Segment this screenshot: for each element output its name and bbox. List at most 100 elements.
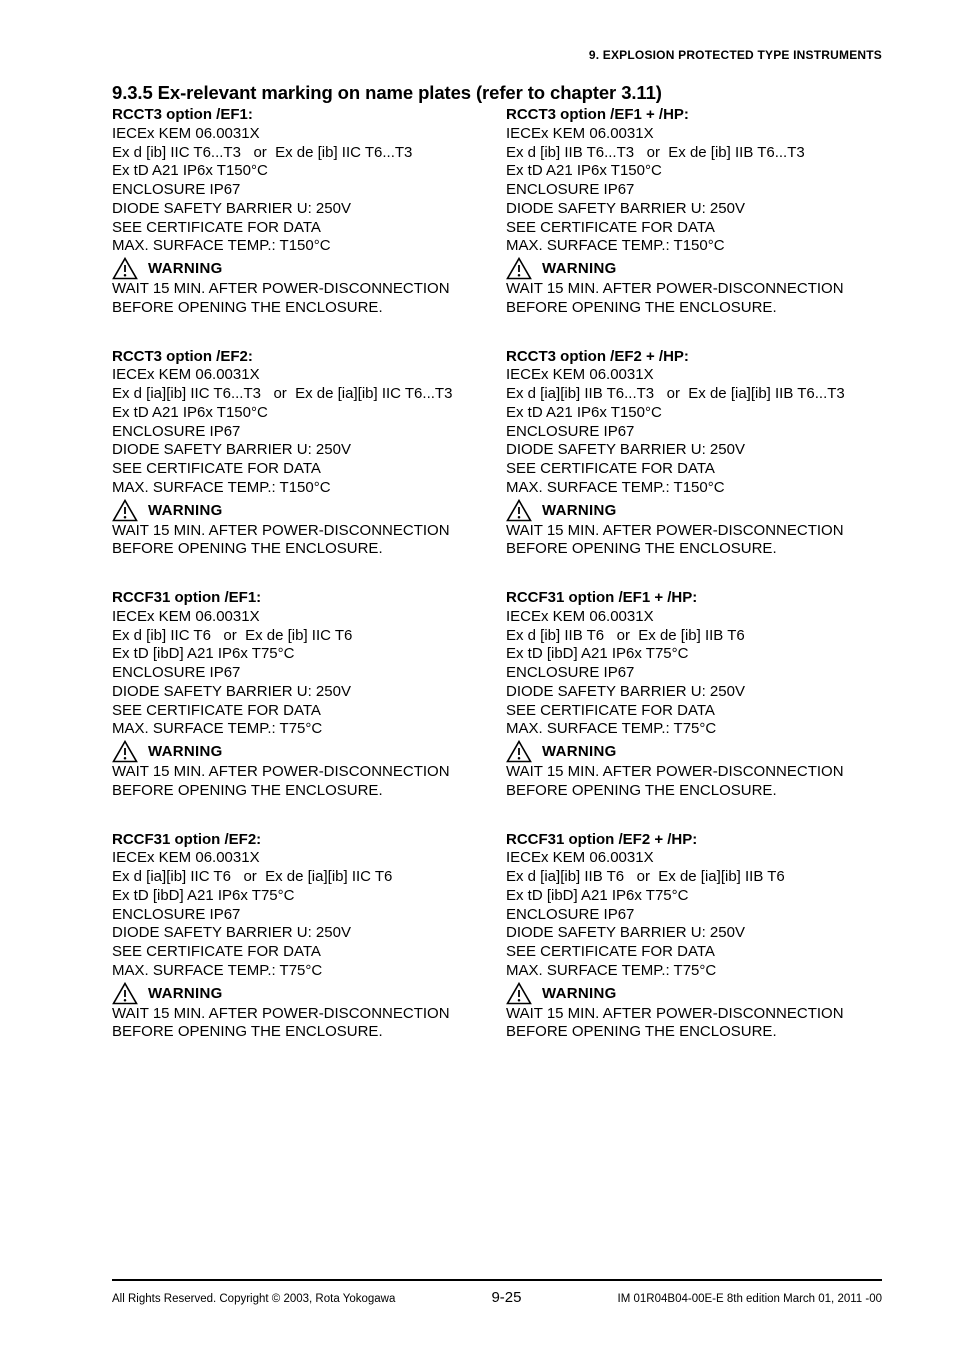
warning-text: BEFORE OPENING THE ENCLOSURE. bbox=[112, 540, 488, 559]
warning-triangle-icon bbox=[506, 740, 532, 763]
spec-line: MAX. SURFACE TEMP.: T150°C bbox=[112, 237, 488, 256]
warning-row: WARNING bbox=[112, 982, 488, 1005]
spec-line: SEE CERTIFICATE FOR DATA bbox=[112, 943, 488, 962]
warning-text: WAIT 15 MIN. AFTER POWER-DISCONNECTION bbox=[112, 280, 488, 299]
warning-label: WARNING bbox=[542, 985, 617, 1002]
spec-line: DIODE SAFETY BARRIER U: 250V bbox=[506, 683, 882, 702]
warning-triangle-icon bbox=[112, 740, 138, 763]
spec-line: IECEx KEM 06.0031X bbox=[112, 849, 488, 868]
spec-line: IECEx KEM 06.0031X bbox=[506, 125, 882, 144]
warning-text: WAIT 15 MIN. AFTER POWER-DISCONNECTION bbox=[112, 522, 488, 541]
warning-text: BEFORE OPENING THE ENCLOSURE. bbox=[506, 540, 882, 559]
spec-line: Ex tD [ibD] A21 IP6x T75°C bbox=[112, 887, 488, 906]
warning-label: WARNING bbox=[148, 743, 223, 760]
spec-line: Ex d [ia][ib] IIC T6 or Ex de [ia][ib] I… bbox=[112, 868, 488, 887]
warning-triangle-icon bbox=[506, 257, 532, 280]
footer-row: All Rights Reserved. Copyright © 2003, R… bbox=[112, 1289, 882, 1306]
warning-text: WAIT 15 MIN. AFTER POWER-DISCONNECTION bbox=[506, 280, 882, 299]
warning-label: WARNING bbox=[148, 502, 223, 519]
spec-line: SEE CERTIFICATE FOR DATA bbox=[506, 219, 882, 238]
spec-line: DIODE SAFETY BARRIER U: 250V bbox=[112, 683, 488, 702]
section-title: 9.3.5 Ex-relevant marking on name plates… bbox=[112, 82, 882, 104]
spec-line: SEE CERTIFICATE FOR DATA bbox=[112, 219, 488, 238]
spec-line: ENCLOSURE IP67 bbox=[506, 423, 882, 442]
warning-row: WARNING bbox=[506, 257, 882, 280]
footer-right: IM 01R04B04-00E-E 8th edition March 01, … bbox=[618, 1293, 882, 1305]
spec-line: IECEx KEM 06.0031X bbox=[506, 608, 882, 627]
warning-triangle-icon bbox=[506, 499, 532, 522]
spec-line: MAX. SURFACE TEMP.: T150°C bbox=[112, 479, 488, 498]
spec-line: ENCLOSURE IP67 bbox=[506, 181, 882, 200]
warning-row: WARNING bbox=[506, 982, 882, 1005]
spec-line: IECEx KEM 06.0031X bbox=[112, 366, 488, 385]
spec-line: IECEx KEM 06.0031X bbox=[506, 366, 882, 385]
warning-label: WARNING bbox=[148, 985, 223, 1002]
spec-line: SEE CERTIFICATE FOR DATA bbox=[112, 460, 488, 479]
spec-line: Ex tD A21 IP6x T150°C bbox=[506, 404, 882, 423]
spec-line: SEE CERTIFICATE FOR DATA bbox=[506, 943, 882, 962]
warning-triangle-icon bbox=[112, 257, 138, 280]
spec-line: IECEx KEM 06.0031X bbox=[112, 125, 488, 144]
marking-block: RCCT3 option /EF2:IECEx KEM 06.0031XEx d… bbox=[112, 348, 488, 560]
option-title: RCCF31 option /EF2: bbox=[112, 831, 488, 850]
spec-line: SEE CERTIFICATE FOR DATA bbox=[112, 702, 488, 721]
left-column: RCCT3 option /EF1:IECEx KEM 06.0031XEx d… bbox=[112, 106, 488, 1072]
option-title: RCCF31 option /EF1: bbox=[112, 589, 488, 608]
warning-text: WAIT 15 MIN. AFTER POWER-DISCONNECTION bbox=[506, 1005, 882, 1024]
warning-label: WARNING bbox=[148, 260, 223, 277]
warning-row: WARNING bbox=[112, 257, 488, 280]
spec-line: Ex d [ib] IIB T6...T3 or Ex de [ib] IIB … bbox=[506, 144, 882, 163]
spec-line: Ex tD [ibD] A21 IP6x T75°C bbox=[112, 645, 488, 664]
two-column-layout: RCCT3 option /EF1:IECEx KEM 06.0031XEx d… bbox=[112, 106, 882, 1072]
spec-line: MAX. SURFACE TEMP.: T75°C bbox=[506, 962, 882, 981]
spec-line: MAX. SURFACE TEMP.: T75°C bbox=[506, 720, 882, 739]
spec-line: MAX. SURFACE TEMP.: T150°C bbox=[506, 237, 882, 256]
right-column: RCCT3 option /EF1 + /HP:IECEx KEM 06.003… bbox=[506, 106, 882, 1072]
warning-row: WARNING bbox=[506, 740, 882, 763]
spec-line: DIODE SAFETY BARRIER U: 250V bbox=[506, 441, 882, 460]
spec-line: Ex d [ib] IIC T6 or Ex de [ib] IIC T6 bbox=[112, 627, 488, 646]
spec-line: Ex d [ib] IIC T6...T3 or Ex de [ib] IIC … bbox=[112, 144, 488, 163]
spec-line: SEE CERTIFICATE FOR DATA bbox=[506, 460, 882, 479]
spec-line: DIODE SAFETY BARRIER U: 250V bbox=[112, 441, 488, 460]
spec-line: Ex d [ia][ib] IIB T6...T3 or Ex de [ia][… bbox=[506, 385, 882, 404]
warning-text: WAIT 15 MIN. AFTER POWER-DISCONNECTION bbox=[506, 522, 882, 541]
spec-line: MAX. SURFACE TEMP.: T150°C bbox=[506, 479, 882, 498]
marking-block: RCCT3 option /EF1 + /HP:IECEx KEM 06.003… bbox=[506, 106, 882, 318]
spec-line: ENCLOSURE IP67 bbox=[112, 181, 488, 200]
warning-text: BEFORE OPENING THE ENCLOSURE. bbox=[112, 1023, 488, 1042]
marking-block: RCCT3 option /EF1:IECEx KEM 06.0031XEx d… bbox=[112, 106, 488, 318]
footer-rule bbox=[112, 1279, 882, 1281]
spec-line: Ex tD [ibD] A21 IP6x T75°C bbox=[506, 887, 882, 906]
option-title: RCCT3 option /EF1: bbox=[112, 106, 488, 125]
spec-line: Ex d [ib] IIB T6 or Ex de [ib] IIB T6 bbox=[506, 627, 882, 646]
spec-line: MAX. SURFACE TEMP.: T75°C bbox=[112, 720, 488, 739]
spec-line: ENCLOSURE IP67 bbox=[506, 906, 882, 925]
warning-text: BEFORE OPENING THE ENCLOSURE. bbox=[112, 299, 488, 318]
spec-line: DIODE SAFETY BARRIER U: 250V bbox=[112, 924, 488, 943]
warning-triangle-icon bbox=[112, 982, 138, 1005]
option-title: RCCT3 option /EF1 + /HP: bbox=[506, 106, 882, 125]
marking-block: RCCF31 option /EF2:IECEx KEM 06.0031XEx … bbox=[112, 831, 488, 1043]
marking-block: RCCT3 option /EF2 + /HP:IECEx KEM 06.003… bbox=[506, 348, 882, 560]
warning-label: WARNING bbox=[542, 260, 617, 277]
spec-line: Ex tD A21 IP6x T150°C bbox=[506, 162, 882, 181]
spec-line: DIODE SAFETY BARRIER U: 250V bbox=[112, 200, 488, 219]
spec-line: Ex d [ia][ib] IIC T6...T3 or Ex de [ia][… bbox=[112, 385, 488, 404]
spec-line: ENCLOSURE IP67 bbox=[112, 906, 488, 925]
option-title: RCCT3 option /EF2 + /HP: bbox=[506, 348, 882, 367]
footer-page-number: 9-25 bbox=[491, 1289, 521, 1306]
spec-line: SEE CERTIFICATE FOR DATA bbox=[506, 702, 882, 721]
warning-triangle-icon bbox=[112, 499, 138, 522]
marking-block: RCCF31 option /EF1:IECEx KEM 06.0031XEx … bbox=[112, 589, 488, 801]
warning-triangle-icon bbox=[506, 982, 532, 1005]
spec-line: ENCLOSURE IP67 bbox=[506, 664, 882, 683]
spec-line: IECEx KEM 06.0031X bbox=[506, 849, 882, 868]
warning-text: BEFORE OPENING THE ENCLOSURE. bbox=[506, 1023, 882, 1042]
page-footer: All Rights Reserved. Copyright © 2003, R… bbox=[112, 1279, 882, 1306]
warning-text: WAIT 15 MIN. AFTER POWER-DISCONNECTION bbox=[112, 763, 488, 782]
page: 9. EXPLOSION PROTECTED TYPE INSTRUMENTS … bbox=[0, 0, 954, 1350]
spec-line: Ex tD A21 IP6x T150°C bbox=[112, 162, 488, 181]
option-title: RCCF31 option /EF2 + /HP: bbox=[506, 831, 882, 850]
spec-line: Ex tD [ibD] A21 IP6x T75°C bbox=[506, 645, 882, 664]
